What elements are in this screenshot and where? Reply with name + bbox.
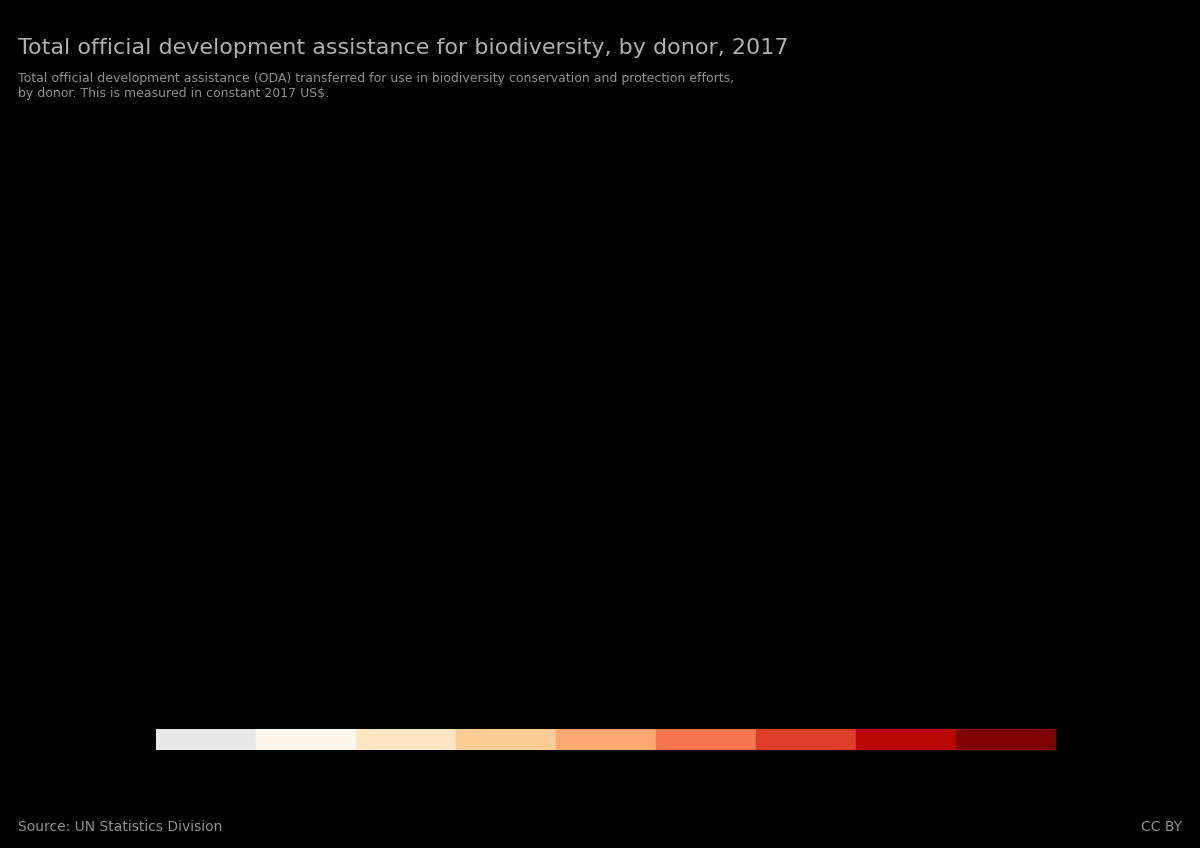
Bar [256,729,356,750]
Text: Total official development assistance for biodiversity, by donor, 2017: Total official development assistance fo… [18,38,788,59]
Bar [756,729,856,750]
Bar [456,729,556,750]
Text: Source: UN Statistics Division: Source: UN Statistics Division [18,820,222,834]
Bar [356,729,456,750]
Bar [156,729,256,750]
Bar [656,729,756,750]
Bar [956,729,1056,750]
Text: Total official development assistance (ODA) transferred for use in biodiversity : Total official development assistance (O… [18,72,734,100]
Text: CC BY: CC BY [1141,820,1182,834]
Bar [556,729,656,750]
Bar [856,729,956,750]
